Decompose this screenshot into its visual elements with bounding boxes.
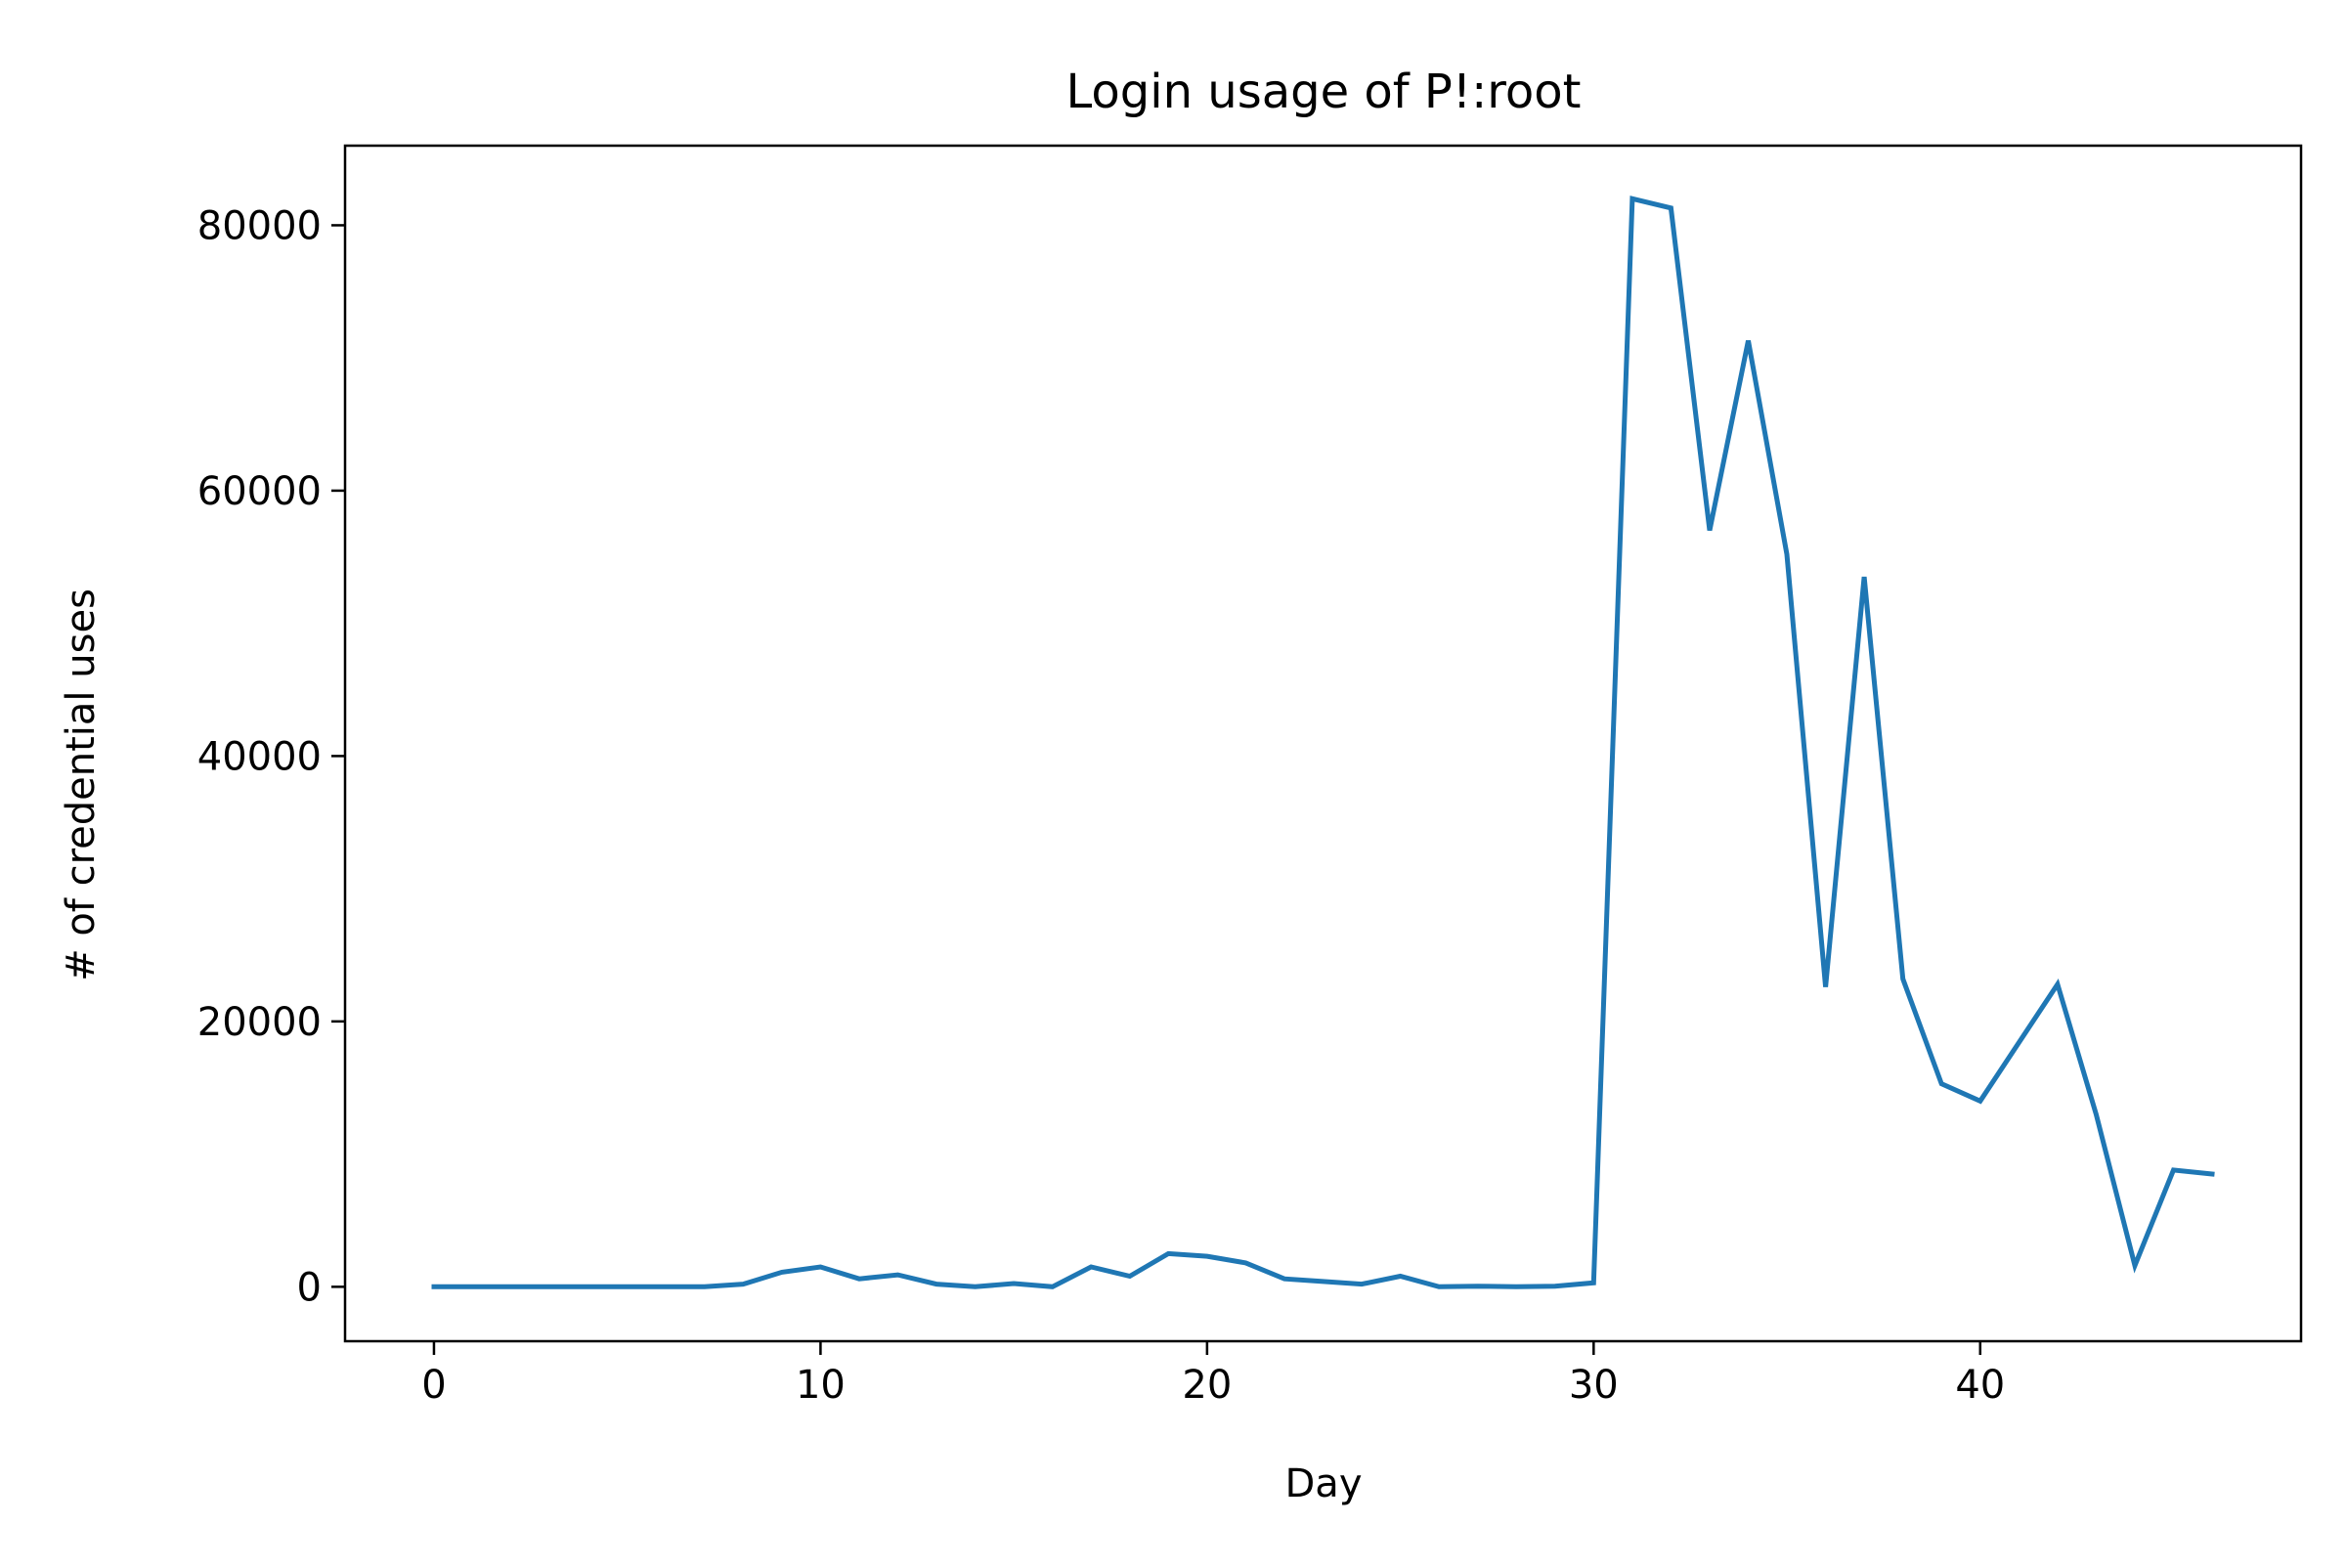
x-tick-label: 10 (796, 1363, 846, 1408)
y-tick-label: 60000 (197, 469, 322, 514)
axes-frame (343, 144, 2303, 1343)
series-line-0 (431, 196, 2215, 1289)
y-tick-label: 40000 (197, 734, 322, 779)
axes: 0 10 20 30 40 0 20000 40000 60000 80000 (197, 144, 2303, 1408)
y-tick-label: 20000 (197, 1000, 322, 1045)
y-tick-label: 0 (297, 1265, 322, 1310)
plot-area (431, 196, 2215, 1289)
x-tick-label: 30 (1569, 1363, 1619, 1408)
x-tick-label: 20 (1182, 1363, 1232, 1408)
y-axis-label: # of credential uses (59, 588, 104, 981)
x-tick-label: 0 (421, 1363, 446, 1408)
x-tick-label: 40 (1955, 1363, 2005, 1408)
x-axis-label: Day (1285, 1461, 1363, 1506)
chart-title: Login usage of P!:root (1066, 65, 1582, 119)
y-tick-label: 80000 (197, 203, 322, 248)
